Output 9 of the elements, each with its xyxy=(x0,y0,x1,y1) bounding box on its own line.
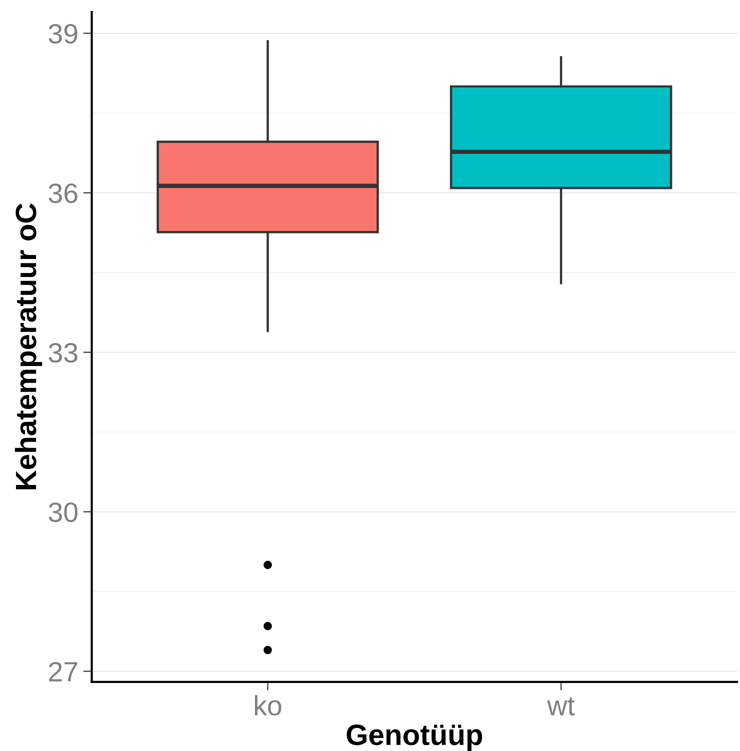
y-tick-label: 27 xyxy=(49,662,78,682)
y-tick-label: 33 xyxy=(48,342,78,363)
x-tick-label: ko xyxy=(254,695,282,716)
y-tick-label: 36 xyxy=(48,183,78,204)
x-axis-title: Genotüüp xyxy=(346,724,482,751)
y-tick-label: 39 xyxy=(48,24,78,44)
y-tick-label: 30 xyxy=(48,502,78,522)
y-axis-title: Kehatemperatuur oC xyxy=(14,204,42,490)
x-tick-label: wt xyxy=(547,697,575,716)
